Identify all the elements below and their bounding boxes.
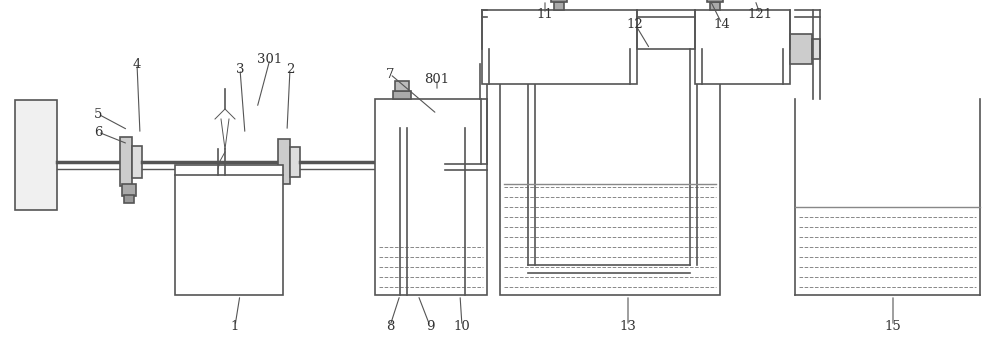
Text: 7: 7 <box>386 67 394 80</box>
Text: 8: 8 <box>386 320 394 333</box>
Bar <box>710 2 720 10</box>
Text: 11: 11 <box>537 8 553 21</box>
Text: 9: 9 <box>426 320 434 333</box>
Bar <box>393 91 411 99</box>
Text: 1: 1 <box>231 320 239 333</box>
Bar <box>695 10 790 84</box>
Bar <box>482 10 637 84</box>
Text: 14: 14 <box>714 18 730 31</box>
Bar <box>500 49 720 295</box>
Text: 6: 6 <box>94 126 102 139</box>
Text: 10: 10 <box>454 320 470 333</box>
Bar <box>290 147 300 177</box>
Bar <box>554 2 564 10</box>
Bar <box>812 39 820 59</box>
Bar <box>120 137 132 186</box>
Text: 15: 15 <box>885 320 901 333</box>
Bar <box>375 99 487 295</box>
Text: 13: 13 <box>620 320 636 333</box>
Text: 5: 5 <box>94 108 102 120</box>
Bar <box>551 0 567 2</box>
Text: 801: 801 <box>424 73 450 86</box>
Text: 2: 2 <box>286 63 294 75</box>
Bar <box>707 0 723 2</box>
Bar <box>124 195 134 203</box>
Bar <box>430 143 445 177</box>
Bar <box>278 139 290 184</box>
Bar <box>175 165 283 295</box>
Bar <box>424 152 454 170</box>
Bar <box>395 81 409 91</box>
Text: 4: 4 <box>133 57 141 71</box>
Text: 12: 12 <box>627 18 643 31</box>
Bar <box>790 34 812 64</box>
Bar <box>15 100 57 210</box>
Bar <box>122 184 136 196</box>
Text: 301: 301 <box>257 53 283 65</box>
Text: 3: 3 <box>236 63 244 75</box>
Bar <box>132 146 142 178</box>
Text: 121: 121 <box>747 8 773 21</box>
